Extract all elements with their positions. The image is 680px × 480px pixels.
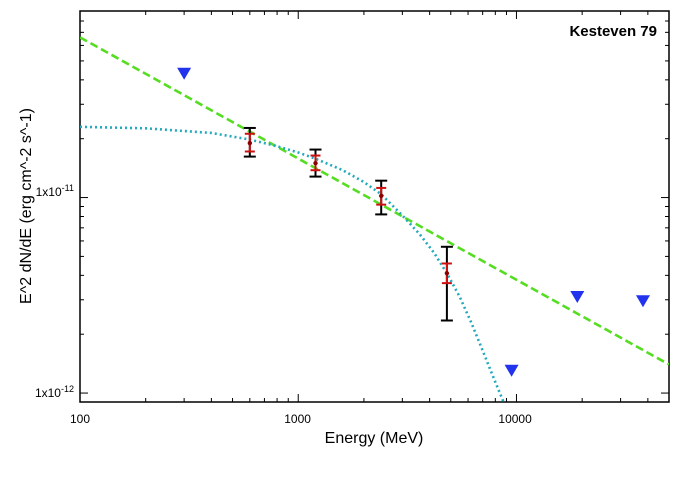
x-axis-ticks (79, 11, 670, 402)
data-point-marker (379, 193, 384, 199)
y-axis-label: E^2 dN/dE (erg cm^-2 s^-1) (18, 108, 35, 304)
data-point-2 (309, 148, 322, 178)
x-tick-label-10000: 10000 (498, 412, 532, 426)
upper-limit-4 (635, 295, 650, 308)
x-tick-label-1000: 1000 (284, 412, 311, 426)
error-bars (243, 126, 453, 322)
plot-frame (79, 10, 670, 403)
data-point-marker (247, 140, 253, 146)
log-parabola-model-line (80, 125, 505, 402)
chart-title: Kesteven 79 (569, 23, 657, 40)
data-point-marker (444, 271, 450, 276)
upper-limit-3 (570, 290, 585, 303)
data-point-4 (440, 245, 453, 322)
data-point-marker (313, 160, 318, 166)
power-law-model-line (80, 36, 669, 366)
y-tick-label-1e-11: 1x10-11 (36, 183, 74, 199)
x-axis-tick-labels: 100 1000 10000 (70, 412, 532, 426)
upper-limit-1 (177, 67, 192, 80)
upper-limits (177, 67, 650, 377)
data-point-1 (243, 126, 256, 158)
y-tick-label-1e-12: 1x10-12 (35, 384, 74, 400)
x-tick-label-100: 100 (70, 412, 90, 426)
upper-limit-2 (504, 364, 519, 377)
y-axis-tick-labels: 1x10-12 1x10-11 (35, 183, 74, 400)
data-point-3 (375, 179, 388, 216)
y-axis-ticks (80, 10, 669, 403)
x-axis-label: Energy (MeV) (325, 430, 424, 447)
model-lines (80, 36, 669, 402)
